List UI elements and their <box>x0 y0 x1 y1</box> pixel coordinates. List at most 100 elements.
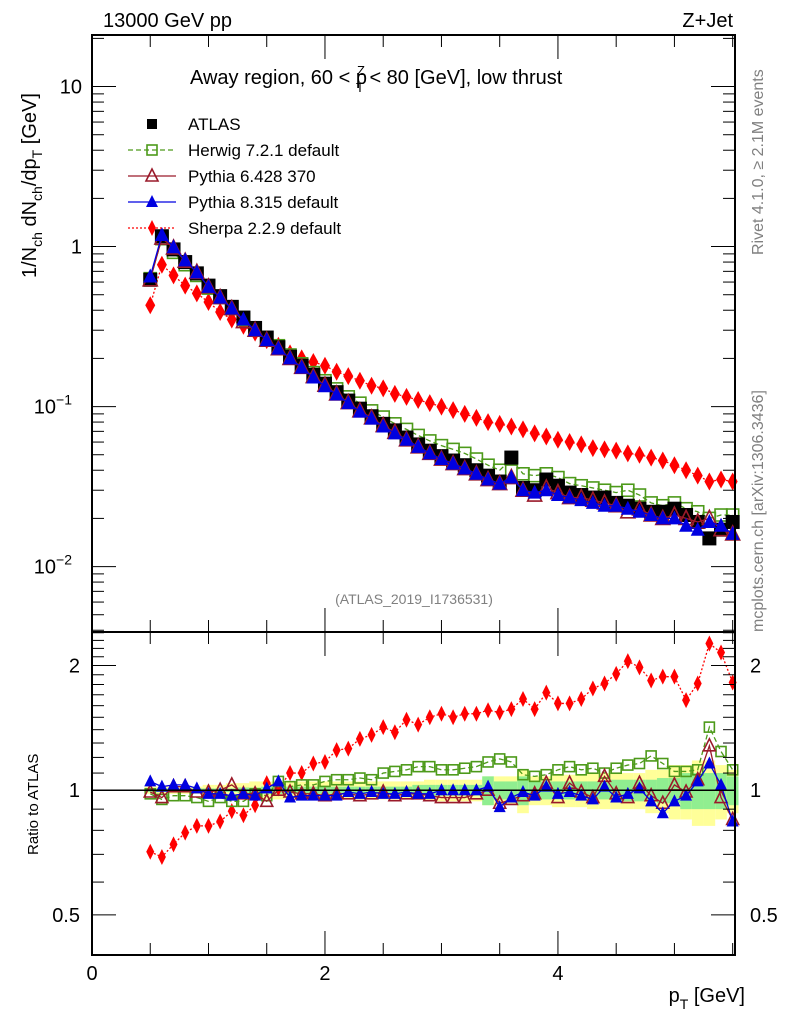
ratio-point-herwig-7-2-1-default-marker <box>377 767 390 779</box>
legend-marker <box>146 195 158 207</box>
data-point-pythia-8-315-default-marker <box>609 497 624 512</box>
y-tick-label-main: 1 <box>71 237 82 259</box>
ratio-point-sherpa-2-2-9-default-marker <box>507 701 516 718</box>
ratio-point-sherpa-2-2-9-default-marker <box>402 711 411 728</box>
ratio-point-herwig-7-2-1-default-marker <box>715 745 727 758</box>
ratio-point-sherpa-2-2-9-default-marker <box>425 709 434 726</box>
data-point-sherpa-2-2-9-default-marker <box>727 472 738 491</box>
data-point-sherpa-2-2-9-default-marker <box>541 427 552 446</box>
data-point-sherpa-2-2-9-default-marker <box>576 435 587 454</box>
series-line-sherpa-2-2-9-default <box>149 263 733 483</box>
data-point-pythia-8-315-default-marker <box>329 386 344 401</box>
ratio-point-herwig-7-2-1-default-marker <box>587 762 599 775</box>
ratio-point-herwig-7-2-1-default-marker <box>726 764 739 776</box>
ratio-point-herwig-7-2-1-default-marker <box>458 762 471 775</box>
ratio-point-sherpa-2-2-9-default-marker <box>297 765 306 782</box>
ratio-point-sherpa-2-2-9-default-marker <box>705 635 714 652</box>
legend-entry-pythia-8-315-default: Pythia 8.315 default <box>128 193 339 212</box>
ylabel-a-sub: ch <box>29 232 45 247</box>
ratio-point-pythia-8-315-default-marker <box>365 785 378 798</box>
legend-marker <box>148 220 156 236</box>
ratio-point-pythia-8-315-default-marker <box>447 783 460 796</box>
ratio-point-sherpa-2-2-9-default-marker <box>169 836 178 853</box>
data-point-sherpa-2-2-9-default-marker <box>191 284 202 303</box>
ratio-point-herwig-7-2-1-default-marker <box>389 765 401 778</box>
ratio-point-herwig-7-2-1-default-marker <box>563 760 576 773</box>
data-point-pythia-8-315-default-marker <box>469 465 484 480</box>
data-point-pythia-8-315-default-marker <box>189 264 204 279</box>
ratio-point-sherpa-2-2-9-default-marker <box>320 753 329 770</box>
ylabel-b: dN <box>19 201 41 232</box>
ylabel-a: 1/N <box>19 247 41 278</box>
ratio-point-herwig-7-2-1-default-marker <box>680 765 692 778</box>
ratio-point-sherpa-2-2-9-default-marker <box>192 817 201 834</box>
ratio-point-sherpa-2-2-9-default-marker <box>379 719 388 736</box>
data-point-pythia-8-315-default-marker <box>492 475 507 490</box>
title-sup: Z <box>357 63 365 78</box>
data-point-pythia-8-315-default-marker <box>655 510 670 525</box>
data-point-herwig-7-2-1-default-marker <box>621 483 635 498</box>
ratio-point-herwig-7-2-1-default-marker <box>517 768 529 781</box>
axes: 0 2 4 10 1 10−1 10−2 2 2 1 1 0.5 0.5 <box>34 35 778 985</box>
data-point-pythia-8-315-default-marker <box>620 500 635 515</box>
y-tick-label-ratio-right: 0.5 <box>750 905 778 927</box>
ratio-point-pythia-6-428-370-marker <box>142 783 158 798</box>
data-point-sherpa-2-2-9-default-marker <box>506 417 517 436</box>
ratio-point-herwig-7-2-1-default-marker <box>493 753 506 765</box>
title-post: < 80 [GeV], low thrust <box>364 67 563 89</box>
data-point-sherpa-2-2-9-default-marker <box>669 456 680 475</box>
ratio-point-pythia-6-428-370-marker <box>702 737 717 752</box>
stat-uncertainty-band <box>703 773 716 810</box>
data-point-pythia-8-315-default-marker <box>550 487 565 502</box>
energy-label: 13000 GeV pp <box>103 10 232 32</box>
series-atlas <box>143 229 740 546</box>
ratio-point-pythia-6-428-370-marker <box>271 781 286 797</box>
series-line-herwig-7-2-1-default <box>149 237 733 520</box>
data-point-sherpa-2-2-9-default-marker <box>389 384 400 403</box>
ratio-point-herwig-7-2-1-default-marker <box>435 764 448 776</box>
ratio-point-pythia-8-315-default-marker <box>470 783 483 796</box>
x-tick-label: 2 <box>319 963 330 985</box>
data-point-sherpa-2-2-9-default-marker <box>681 461 692 480</box>
ratio-point-pythia-8-315-default-marker <box>680 788 693 801</box>
ratio-point-pythia-8-315-default-marker <box>586 792 599 805</box>
data-point-pythia-8-315-default-marker <box>702 513 717 528</box>
ratio-point-herwig-7-2-1-default-marker <box>703 721 716 733</box>
ratio-point-sherpa-2-2-9-default-marker <box>647 672 656 689</box>
data-point-sherpa-2-2-9-default-marker <box>354 371 365 390</box>
ratio-point-pythia-8-315-default-marker <box>202 786 215 799</box>
y-tick-label-ratio-right: 1 <box>750 780 761 802</box>
data-point-pythia-8-315-default-marker <box>224 300 239 315</box>
ratio-point-herwig-7-2-1-default-marker <box>482 756 494 768</box>
ylabel-c-sub: T <box>29 149 45 158</box>
data-point-pythia-8-315-default-marker <box>294 359 309 374</box>
ratio-point-sherpa-2-2-9-default-marker <box>204 817 213 834</box>
data-point-sherpa-2-2-9-default-marker <box>692 466 703 485</box>
data-point-sherpa-2-2-9-default-marker <box>156 255 167 274</box>
ratio-point-pythia-8-315-default-marker <box>330 788 343 801</box>
data-point-pythia-8-315-default-marker <box>725 525 740 540</box>
y-tick-label-main: 10 <box>60 77 82 99</box>
ratio-point-herwig-7-2-1-default-marker <box>552 764 564 776</box>
ratio-point-herwig-7-2-1-default-marker <box>505 756 518 768</box>
data-point-pythia-8-315-default-marker <box>154 227 169 242</box>
ratio-point-herwig-7-2-1-default-marker <box>365 773 378 786</box>
ratio-line-herwig-7-2-1-default <box>149 725 734 803</box>
data-point-sherpa-2-2-9-default-marker <box>145 296 156 315</box>
ratio-point-sherpa-2-2-9-default-marker <box>460 705 469 722</box>
ratio-point-sherpa-2-2-9-default-marker <box>414 716 423 733</box>
ratio-point-herwig-7-2-1-default-marker <box>447 764 459 776</box>
data-point-pythia-8-315-default-marker <box>481 471 496 486</box>
ylabel-c: /dp <box>19 158 41 186</box>
x-tick-label: 4 <box>552 963 563 985</box>
mcplots-label: mcplots.cern.ch [arXiv:1306.3436] <box>750 390 767 632</box>
rivet-label: Rivet 4.1.0, ≥ 2.1M events <box>750 69 767 255</box>
ratio-point-herwig-7-2-1-default-marker <box>575 764 588 776</box>
data-point-pythia-8-315-default-marker <box>574 492 589 507</box>
ratio-point-pythia-8-315-default-marker <box>237 786 250 799</box>
xlabel-sub: T <box>680 996 689 1012</box>
data-point-pythia-8-315-default-marker <box>504 469 519 484</box>
ratio-point-sherpa-2-2-9-default-marker <box>588 680 597 697</box>
ratio-point-herwig-7-2-1-default-marker <box>342 773 355 786</box>
